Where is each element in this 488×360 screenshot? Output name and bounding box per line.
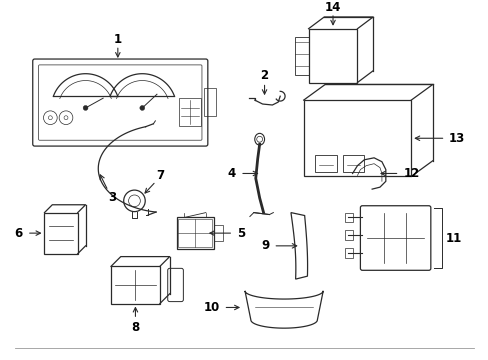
Text: 5: 5 [237, 227, 245, 240]
Circle shape [140, 105, 144, 111]
Bar [44, 213, 78, 254]
Bar [178, 220, 211, 247]
Text: 1: 1 [114, 33, 122, 46]
Text: 9: 9 [261, 239, 269, 252]
Text: 13: 13 [447, 132, 464, 145]
Bar [344, 248, 352, 258]
Circle shape [83, 105, 88, 111]
Text: 11: 11 [445, 231, 461, 244]
Text: 6: 6 [15, 227, 23, 240]
Text: 14: 14 [324, 1, 341, 14]
Text: 8: 8 [131, 320, 139, 333]
Bar [111, 266, 160, 303]
Text: 3: 3 [108, 191, 116, 204]
Text: 10: 10 [203, 301, 219, 314]
Bar [179, 98, 201, 126]
Text: 2: 2 [260, 69, 268, 82]
Bar [344, 213, 352, 222]
Text: 7: 7 [156, 169, 163, 182]
Bar [176, 217, 213, 249]
Bar [213, 225, 223, 241]
Bar [294, 36, 308, 75]
Text: 4: 4 [226, 167, 235, 180]
Bar [342, 155, 364, 172]
Bar [315, 155, 336, 172]
Bar [303, 100, 410, 176]
Bar [308, 29, 357, 82]
Bar [344, 230, 352, 240]
Bar [203, 88, 215, 116]
Text: 12: 12 [403, 167, 419, 180]
